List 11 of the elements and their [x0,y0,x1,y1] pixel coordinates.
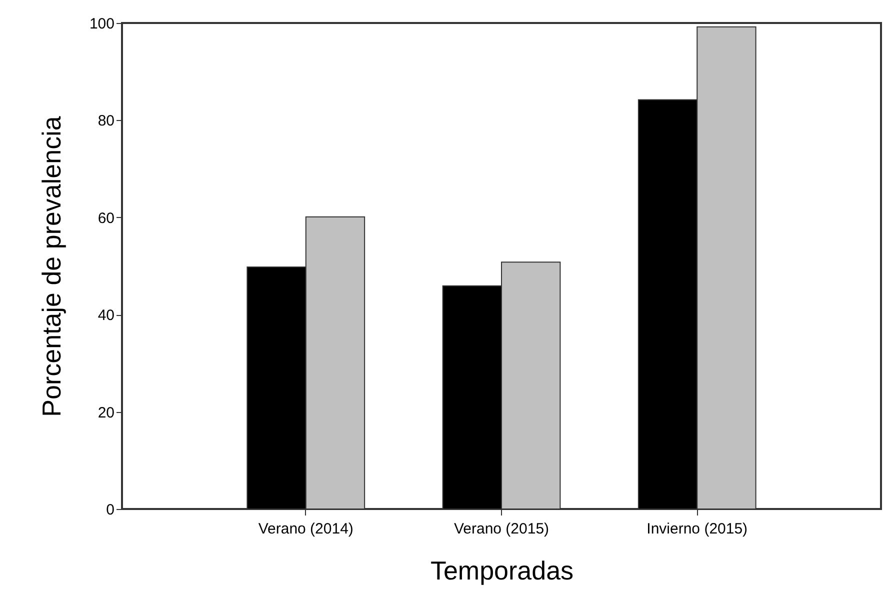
y-tick-label: 100 [89,16,114,32]
x-axis-title: Temporadas [430,556,574,586]
x-tick-label: Invierno (2015) [646,520,748,538]
y-tick-label: 40 [98,307,114,324]
y-tick-label: 0 [106,502,114,518]
y-axis-title: Porcentaje de prevalencia [36,116,66,417]
y-tick-label: 80 [98,112,114,130]
y-tick-label: 60 [98,210,114,227]
x-tick-label: Verano (2014) [258,520,354,538]
x-tick-label: Verano (2015) [454,520,550,538]
y-tick-label: 20 [98,404,114,422]
